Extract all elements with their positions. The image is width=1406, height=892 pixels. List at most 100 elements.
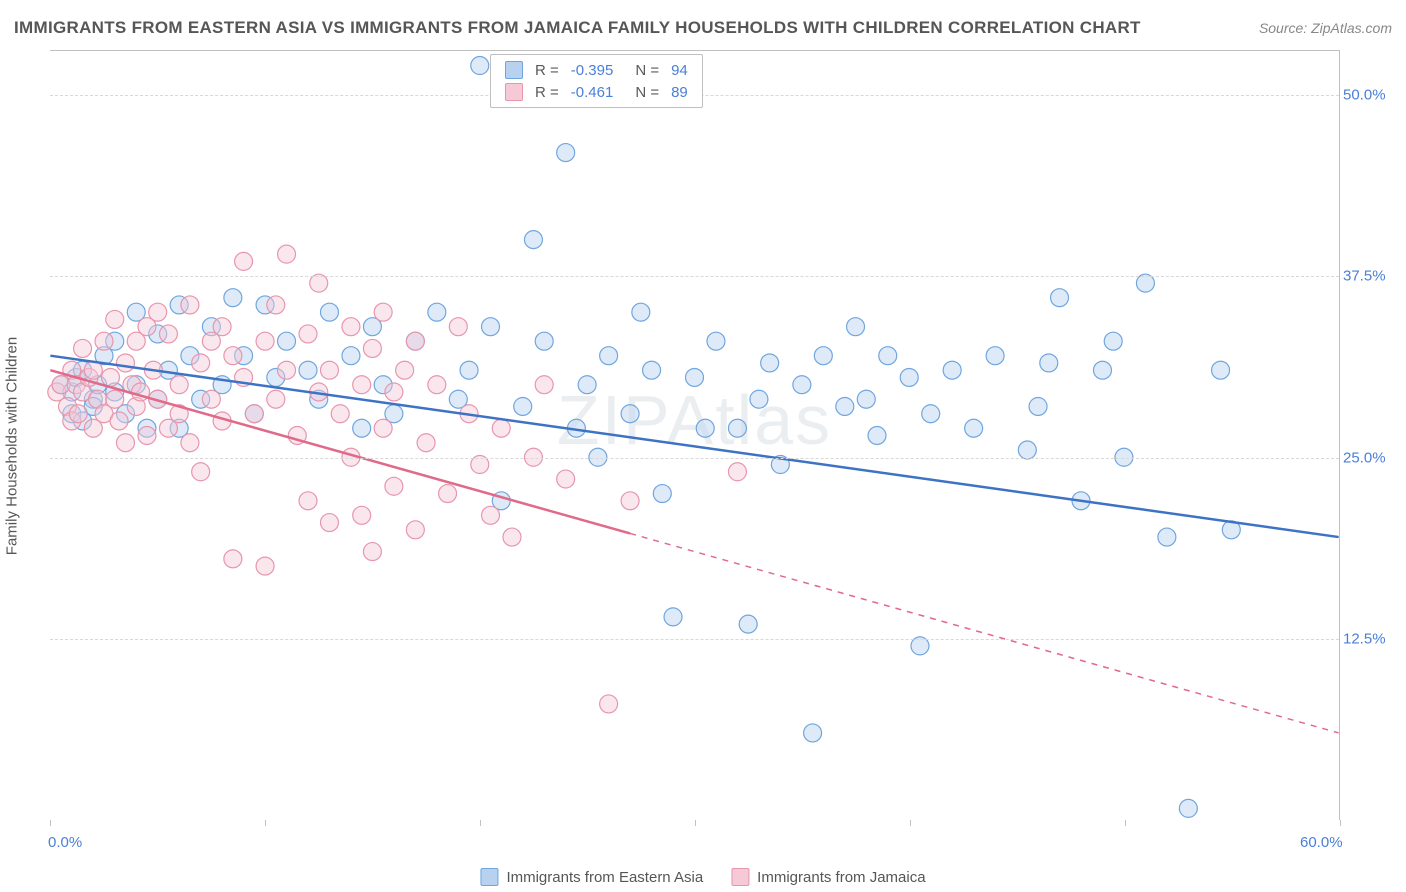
scatter-point bbox=[1040, 354, 1058, 372]
scatter-point bbox=[299, 492, 317, 510]
bottom-legend: Immigrants from Eastern Asia Immigrants … bbox=[480, 868, 925, 886]
scatter-point bbox=[664, 608, 682, 626]
scatter-point bbox=[653, 485, 671, 503]
stats-n-label: N = bbox=[635, 84, 659, 101]
scatter-point bbox=[428, 376, 446, 394]
scatter-point bbox=[417, 434, 435, 452]
scatter-point bbox=[1212, 361, 1230, 379]
scatter-point bbox=[320, 514, 338, 532]
gridline bbox=[50, 458, 1339, 459]
x-tick-mark bbox=[50, 820, 51, 826]
scatter-point bbox=[117, 354, 135, 372]
stats-r-label: R = bbox=[535, 62, 559, 79]
scatter-point bbox=[696, 419, 714, 437]
scatter-point bbox=[524, 231, 542, 249]
stats-r-value: -0.395 bbox=[571, 62, 614, 79]
x-tick-mark bbox=[480, 820, 481, 826]
scatter-point bbox=[256, 332, 274, 350]
scatter-point bbox=[181, 296, 199, 314]
scatter-point bbox=[245, 405, 263, 423]
gridline bbox=[50, 639, 1339, 640]
scatter-point bbox=[84, 361, 102, 379]
scatter-point bbox=[159, 325, 177, 343]
scatter-point bbox=[192, 463, 210, 481]
scatter-point bbox=[95, 332, 113, 350]
scatter-point bbox=[320, 361, 338, 379]
scatter-point bbox=[385, 383, 403, 401]
scatter-point bbox=[557, 144, 575, 162]
scatter-point bbox=[1104, 332, 1122, 350]
scatter-point bbox=[117, 434, 135, 452]
chart-title: IMMIGRANTS FROM EASTERN ASIA VS IMMIGRAN… bbox=[14, 18, 1141, 38]
scatter-point bbox=[106, 390, 124, 408]
scatter-point bbox=[879, 347, 897, 365]
scatter-point bbox=[235, 252, 253, 270]
scatter-point bbox=[192, 354, 210, 372]
scatter-point bbox=[149, 303, 167, 321]
scatter-point bbox=[632, 303, 650, 321]
scatter-point bbox=[600, 347, 618, 365]
scatter-point bbox=[686, 368, 704, 386]
scatter-point bbox=[621, 405, 639, 423]
scatter-point bbox=[374, 303, 392, 321]
scatter-point bbox=[342, 318, 360, 336]
trend-line bbox=[50, 370, 630, 533]
scatter-point bbox=[1179, 799, 1197, 817]
scatter-plot-svg bbox=[50, 51, 1339, 820]
scatter-point bbox=[900, 368, 918, 386]
scatter-point bbox=[514, 397, 532, 415]
scatter-point bbox=[406, 332, 424, 350]
scatter-point bbox=[331, 405, 349, 423]
scatter-point bbox=[256, 557, 274, 575]
scatter-point bbox=[868, 427, 886, 445]
scatter-point bbox=[535, 332, 553, 350]
scatter-point bbox=[492, 419, 510, 437]
scatter-point bbox=[74, 339, 92, 357]
chart-plot-area: ZIPAtlas 12.5%25.0%37.5%50.0% bbox=[50, 50, 1340, 820]
scatter-point bbox=[707, 332, 725, 350]
scatter-point bbox=[836, 397, 854, 415]
stats-legend-box: R = -0.395 N = 94 R = -0.461 N = 89 bbox=[490, 54, 703, 108]
scatter-point bbox=[793, 376, 811, 394]
source-attribution: Source: ZipAtlas.com bbox=[1259, 20, 1392, 36]
legend-label: Immigrants from Eastern Asia bbox=[506, 869, 703, 886]
x-axis-max-label: 60.0% bbox=[1300, 834, 1343, 851]
scatter-point bbox=[213, 318, 231, 336]
scatter-point bbox=[750, 390, 768, 408]
y-tick-label: 50.0% bbox=[1343, 86, 1399, 103]
scatter-point bbox=[299, 361, 317, 379]
scatter-point bbox=[385, 477, 403, 495]
x-tick-mark bbox=[695, 820, 696, 826]
scatter-point bbox=[847, 318, 865, 336]
scatter-point bbox=[482, 318, 500, 336]
scatter-point bbox=[342, 347, 360, 365]
scatter-point bbox=[471, 57, 489, 75]
scatter-point bbox=[621, 492, 639, 510]
legend-swatch-icon bbox=[731, 868, 749, 886]
trend-line-extrapolated bbox=[630, 533, 1339, 733]
scatter-point bbox=[1018, 441, 1036, 459]
stats-n-value: 94 bbox=[671, 62, 688, 79]
scatter-point bbox=[922, 405, 940, 423]
scatter-point bbox=[965, 419, 983, 437]
scatter-point bbox=[503, 528, 521, 546]
scatter-point bbox=[439, 485, 457, 503]
scatter-point bbox=[728, 419, 746, 437]
scatter-point bbox=[535, 376, 553, 394]
scatter-point bbox=[278, 361, 296, 379]
x-tick-mark bbox=[910, 820, 911, 826]
scatter-point bbox=[643, 361, 661, 379]
y-tick-label: 12.5% bbox=[1343, 631, 1399, 648]
scatter-point bbox=[1158, 528, 1176, 546]
scatter-point bbox=[101, 368, 119, 386]
y-tick-label: 25.0% bbox=[1343, 449, 1399, 466]
scatter-point bbox=[363, 543, 381, 561]
scatter-point bbox=[69, 405, 87, 423]
scatter-point bbox=[278, 332, 296, 350]
scatter-point bbox=[557, 470, 575, 488]
scatter-point bbox=[396, 361, 414, 379]
scatter-point bbox=[299, 325, 317, 343]
stats-n-value: 89 bbox=[671, 84, 688, 101]
scatter-point bbox=[106, 310, 124, 328]
scatter-point bbox=[460, 361, 478, 379]
